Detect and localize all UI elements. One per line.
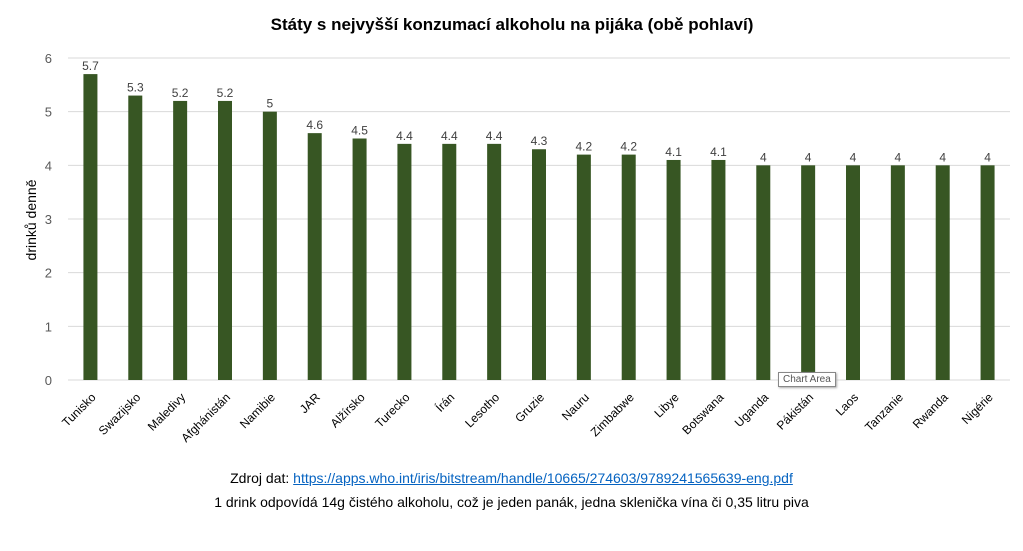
y-tick-label: 3 [45,212,52,227]
bar[interactable] [576,154,591,380]
data-label: 5.3 [127,81,144,95]
bar[interactable] [262,111,277,381]
x-tick-label: Zimbabwe [588,390,637,439]
data-label: 4.4 [396,129,413,143]
x-tick-label: Rwanda [910,390,951,431]
x-tick-label: Laos [833,390,861,418]
source-label: Zdroj dat: [230,470,294,486]
y-tick-label: 2 [45,266,52,281]
x-tick-label: Gruzie [512,390,547,425]
bar[interactable] [666,159,681,380]
bar[interactable] [980,165,995,380]
footnote: 1 drink odpovídá 14g čistého alkoholu, c… [214,494,809,510]
bar[interactable] [128,95,143,381]
x-tick-label: Libye [652,390,682,420]
x-tick-label: Afghánistán [178,390,233,445]
data-label: 4.1 [710,145,727,159]
bar[interactable] [711,159,726,380]
data-label: 4 [805,150,812,164]
y-tick-label: 4 [45,158,52,173]
data-label: 4.2 [620,140,637,154]
bar[interactable] [442,143,457,380]
data-label: 4.4 [441,129,458,143]
bar-chart: Státy s nejvyšší konzumací alkoholu na p… [23,15,1010,445]
x-tick-label: Turecko [372,390,412,430]
data-label: 4 [850,150,857,164]
data-label: 4.6 [306,118,323,132]
data-label: 4.5 [351,124,368,138]
y-axis-label: drinků denně [23,179,39,260]
data-label: 4.2 [576,140,593,154]
y-tick-label: 6 [45,51,52,66]
x-tick-label: JAR [297,390,323,416]
data-label: 4 [939,150,946,164]
bar[interactable] [218,100,232,380]
bar[interactable] [307,133,322,380]
x-tick-label: Pákistán [774,390,816,432]
bar[interactable] [352,138,367,381]
x-tick-label: Uganda [732,390,772,430]
bar[interactable] [532,149,546,380]
x-tick-label: Nigérie [959,390,996,427]
bar[interactable] [890,165,905,380]
x-tick-label: Swazijsko [96,390,144,438]
data-label: 5 [267,97,274,111]
bar[interactable] [487,143,502,380]
data-label: 4.1 [665,145,682,159]
bar[interactable] [397,143,412,380]
data-label: 4 [984,150,991,164]
source-line: Zdroj dat: https://apps.who.int/iris/bit… [0,470,1023,486]
bar[interactable] [846,165,860,380]
bar[interactable] [935,165,950,380]
bar[interactable] [756,165,771,380]
y-tick-label: 0 [45,373,52,388]
bar[interactable] [83,74,98,380]
data-label: 5.2 [172,86,189,100]
data-label: 5.2 [217,86,234,100]
x-tick-label: Tanzanie [862,390,906,434]
data-label: 5.7 [82,59,99,73]
bar[interactable] [621,154,636,380]
x-tick-label: Maledivy [145,390,188,433]
data-label: 4.4 [486,129,503,143]
x-tick-label: Írán [432,390,457,415]
x-tick-label: Tunisko [59,390,99,430]
data-label: 4 [760,150,767,164]
tooltip: Chart Area [778,372,836,387]
data-label: 4 [895,150,902,164]
bar[interactable] [801,165,816,380]
x-tick-label: Namibie [237,390,278,431]
source-link[interactable]: https://apps.who.int/iris/bitstream/hand… [293,470,793,486]
x-tick-label: Nauru [559,390,592,423]
data-label: 4.3 [531,134,548,148]
y-tick-label: 1 [45,319,52,334]
x-tick-label: Botswana [679,390,726,437]
x-tick-label: Alžírsko [328,390,368,430]
x-tick-label: Lesotho [462,390,502,430]
bar[interactable] [173,100,188,380]
chart-title: Státy s nejvyšší konzumací alkoholu na p… [271,15,754,34]
y-tick-label: 5 [45,105,52,120]
